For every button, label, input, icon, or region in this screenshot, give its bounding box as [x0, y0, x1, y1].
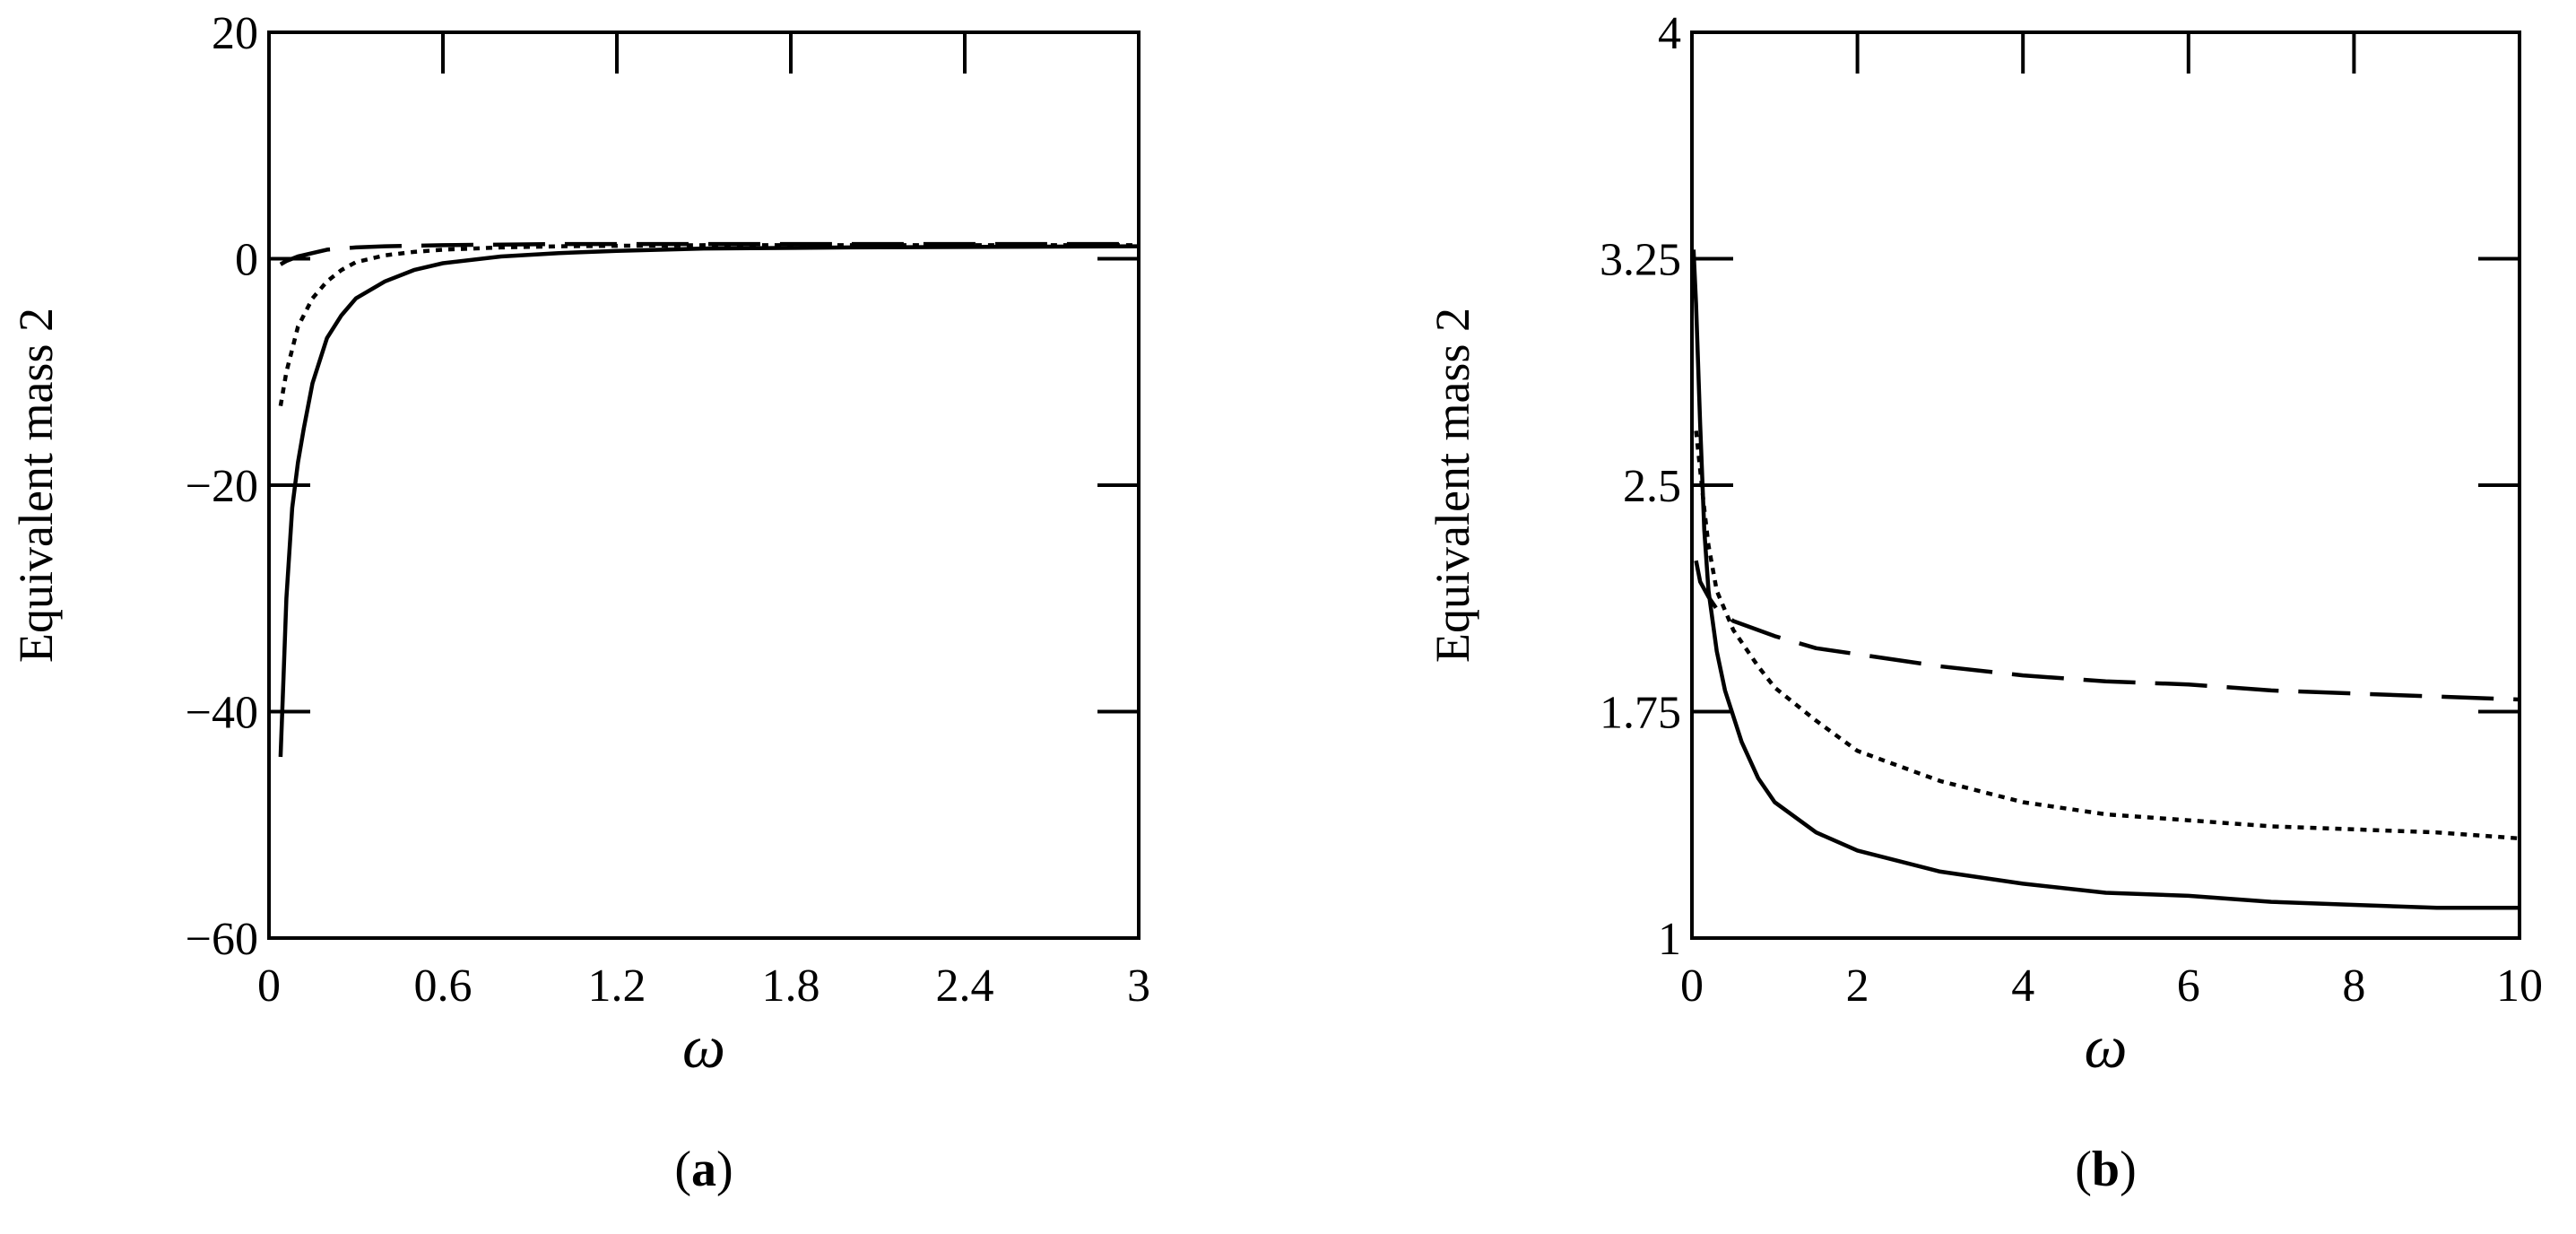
y-tick-label: −40 — [186, 688, 258, 739]
x-tick-label: 3 — [1127, 960, 1150, 1012]
y-tick-label: 1 — [1658, 914, 1681, 965]
x-tick-label: 6 — [2177, 960, 2200, 1012]
x-tick-label: 1.8 — [762, 960, 820, 1012]
series-line-dotted — [278, 243, 1139, 406]
y-axis-title: Equivalent mass 2 — [9, 308, 63, 663]
y-tick-label: 4 — [1658, 8, 1681, 59]
plot-frame — [267, 30, 1141, 940]
x-tick-label: 0 — [257, 960, 281, 1012]
x-tick-label: 0.6 — [414, 960, 473, 1012]
y-axis-title: Equivalent mass 2 — [1426, 308, 1479, 663]
series-line-solid — [278, 244, 1140, 758]
y-tick-label: −20 — [186, 461, 258, 512]
series-line-solid — [1691, 249, 2520, 910]
y-tick-label: 1.75 — [1600, 688, 1681, 739]
y-tick-label: 2.5 — [1623, 461, 1681, 512]
plot-frame — [1690, 30, 2521, 940]
x-axis-title: ω — [2084, 1012, 2127, 1081]
x-tick-label: 2 — [1846, 960, 1869, 1012]
panel-b: 0 2 4 6 8 10 1 1.75 2.5 3.25 4 Equivalent mass 2 ω (b… — [1426, 8, 2543, 1197]
y-tick-label: −60 — [186, 914, 258, 965]
series-line-dashed — [279, 241, 1139, 266]
y-tick-label: 20 — [212, 8, 258, 59]
series-line-dashed — [1694, 560, 2520, 702]
x-tick-label: 0 — [1680, 960, 1704, 1012]
x-tick-label: 2.4 — [936, 960, 994, 1012]
panel-letter: b — [2092, 1142, 2120, 1197]
panel-a: 0 0.6 1.2 1.8 2.4 3 −60 −40 −20 0 20 Equivalent mas… — [9, 8, 1150, 1197]
panel-letter: a — [691, 1142, 716, 1197]
x-tick-label: 8 — [2342, 960, 2365, 1012]
series-line-dotted — [1694, 430, 2520, 841]
panel-label: (a) — [674, 1142, 733, 1197]
panel-label: (b) — [2075, 1142, 2136, 1197]
y-tick-label: 3.25 — [1600, 235, 1681, 286]
y-tick-label: 0 — [235, 235, 258, 286]
x-tick-label: 4 — [2011, 960, 2034, 1012]
x-tick-label: 10 — [2496, 960, 2543, 1012]
x-axis-title: ω — [682, 1012, 725, 1081]
x-tick-label: 1.2 — [588, 960, 646, 1012]
